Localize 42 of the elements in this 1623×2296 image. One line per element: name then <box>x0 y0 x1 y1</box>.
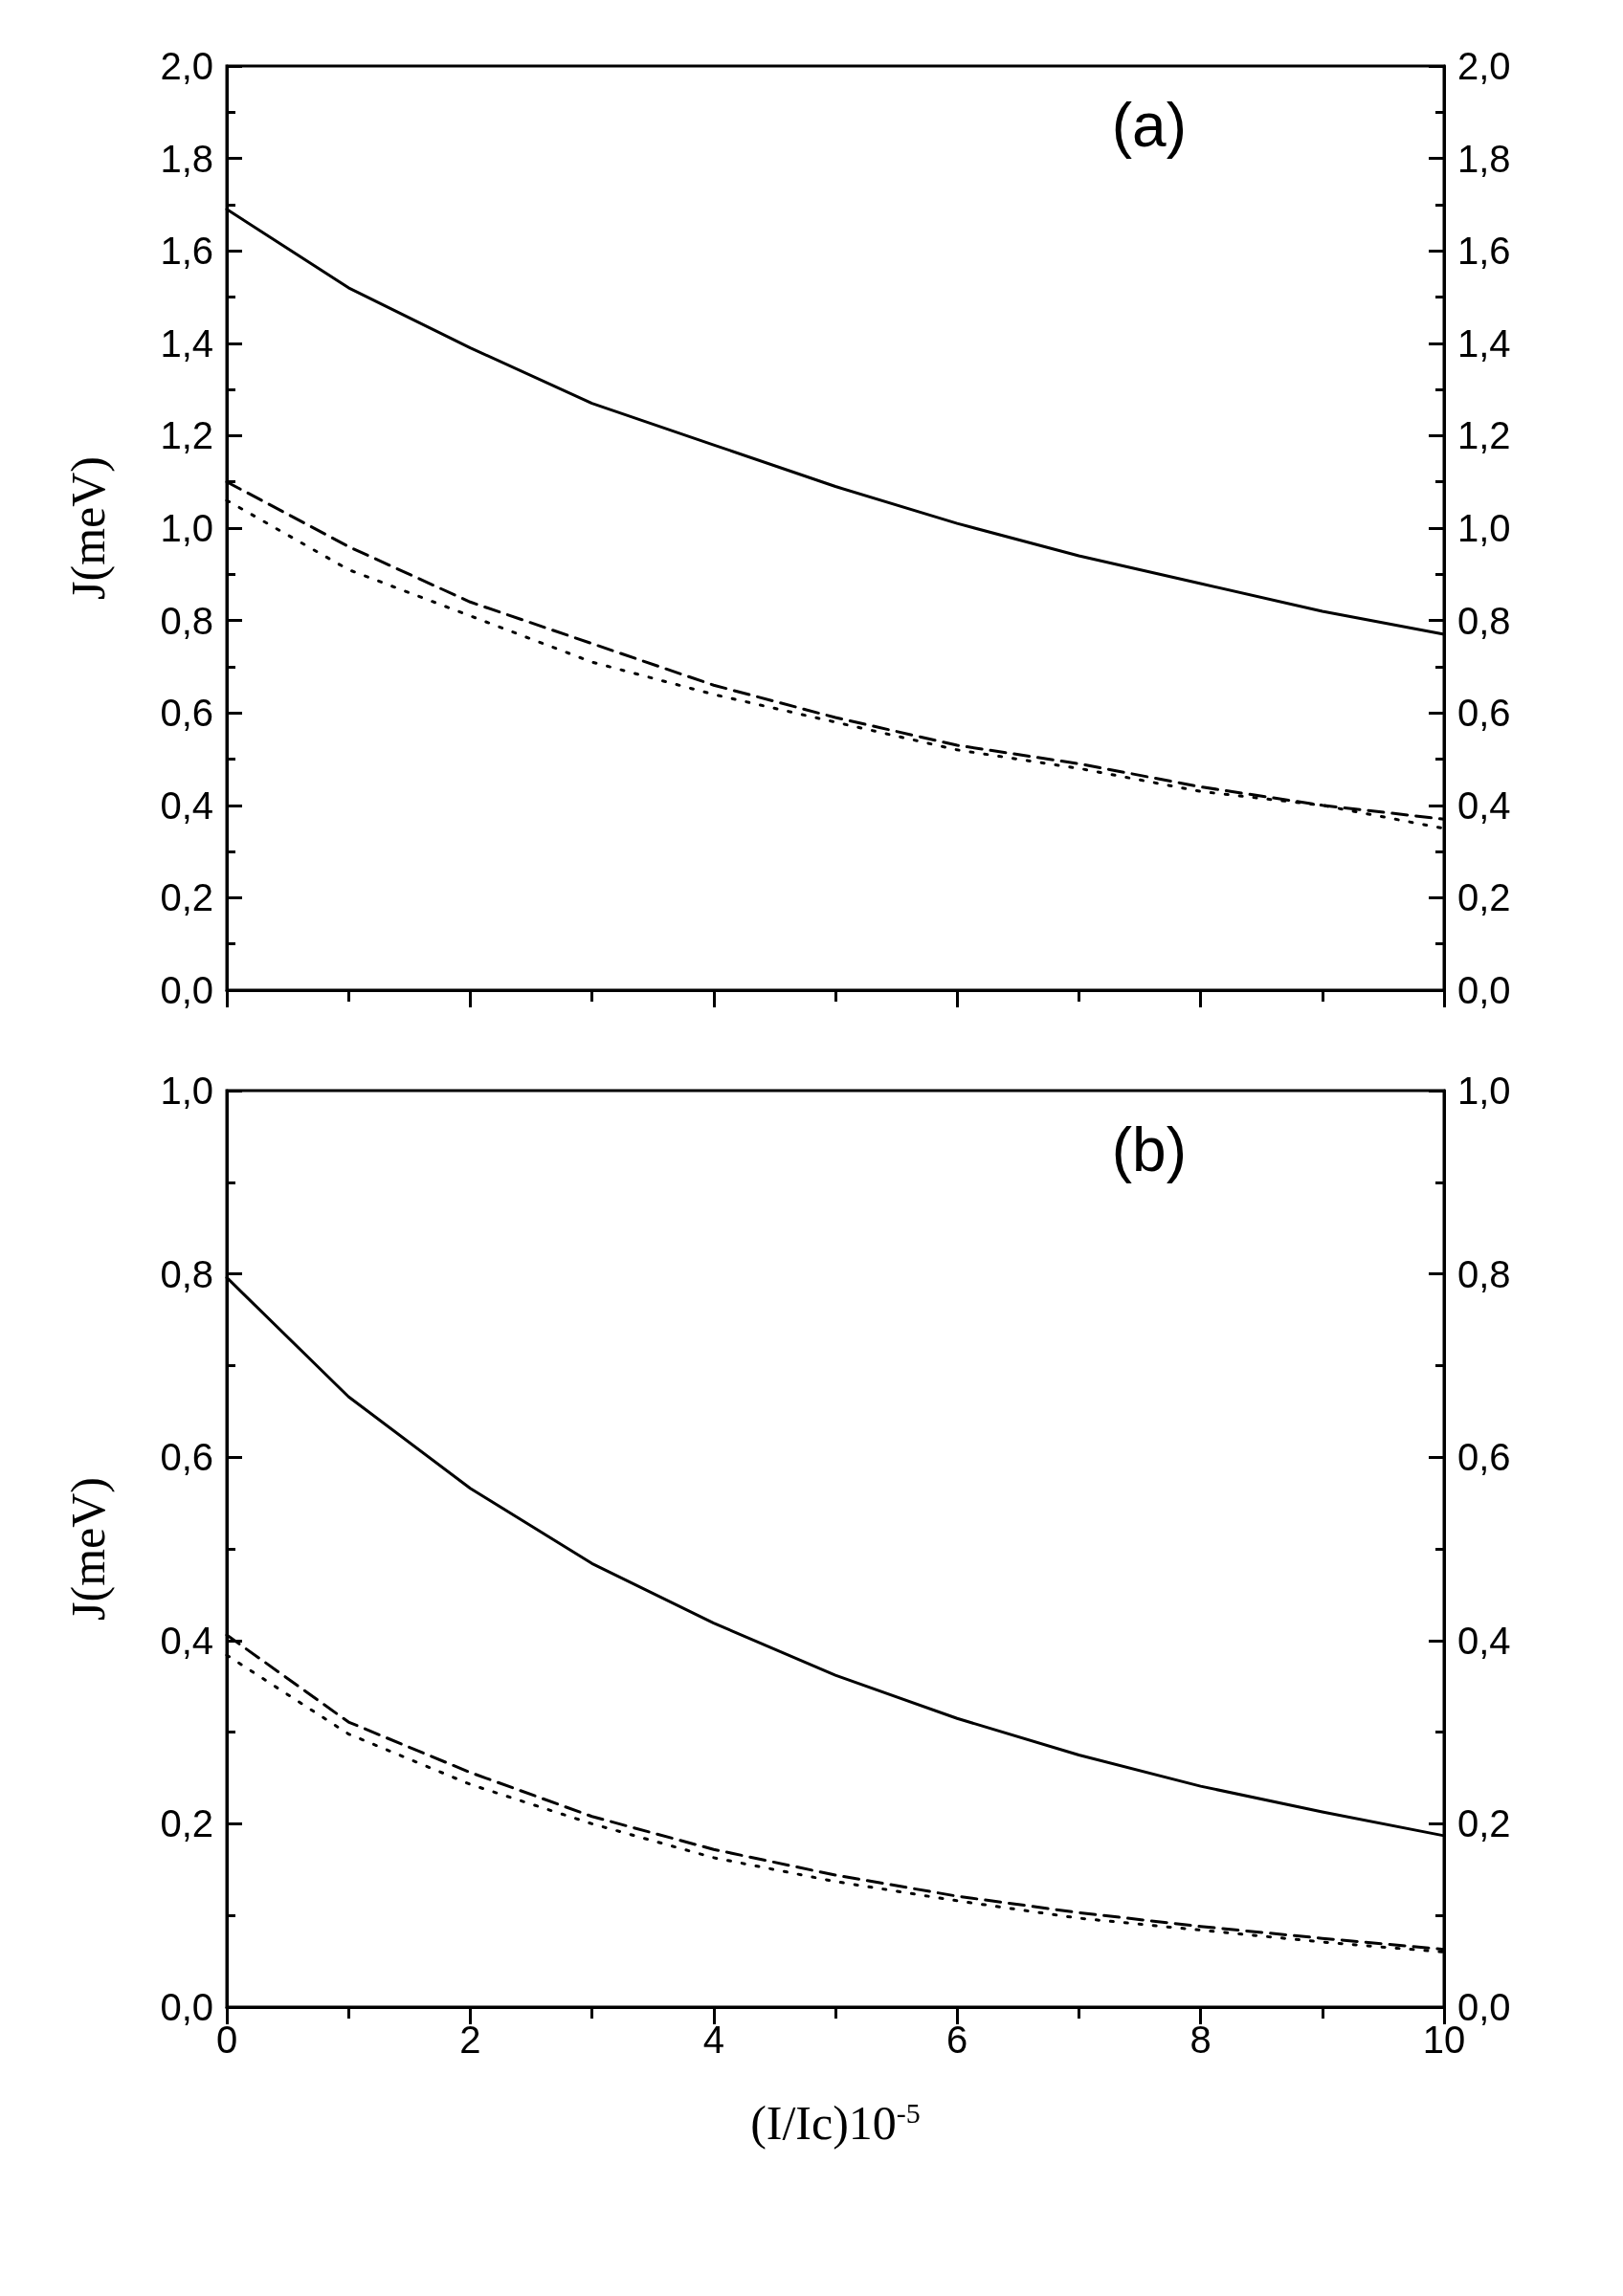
y2-tick-label: 0,4 <box>1457 1619 1511 1662</box>
annotation: (a) <box>1111 91 1187 160</box>
y-tick-label: 0,0 <box>160 1986 213 2028</box>
y-tick-label: 1,6 <box>160 230 213 273</box>
y-tick-label: 0,6 <box>160 1436 213 1479</box>
y2-tick-label: 0,8 <box>1457 599 1511 642</box>
annotation: (b) <box>1111 1115 1187 1184</box>
y-tick-label: 0,4 <box>160 784 213 827</box>
x-tick-label: 0 <box>215 2019 238 2061</box>
x-tick-label: 2 <box>459 2019 481 2061</box>
y-tick-label: 0,2 <box>160 1802 213 1845</box>
y2-tick-label: 0,6 <box>1457 1436 1511 1479</box>
y2-tick-label: 0,4 <box>1457 784 1511 827</box>
y2-tick-label: 2,0 <box>1457 45 1511 87</box>
y-tick-label: 2,0 <box>160 45 213 87</box>
y2-tick-label: 0,8 <box>1457 1252 1511 1295</box>
y-axis-title: J(meV) <box>61 1477 115 1621</box>
y-tick-label: 0,8 <box>160 599 213 642</box>
y2-tick-label: 0,2 <box>1457 1802 1511 1845</box>
y-tick-label: 0,6 <box>160 692 213 735</box>
y-tick-label: 1,4 <box>160 321 213 364</box>
y2-tick-label: 1,4 <box>1457 321 1511 364</box>
y-tick-label: 1,2 <box>160 414 213 457</box>
y-tick-label: 0,4 <box>160 1619 213 1662</box>
y2-tick-label: 0,6 <box>1457 692 1511 735</box>
y-tick-label: 0,0 <box>160 969 213 1011</box>
x-tick-label: 8 <box>1189 2019 1212 2061</box>
y-tick-label: 1,0 <box>160 507 213 549</box>
y2-tick-label: 1,8 <box>1457 137 1511 180</box>
y2-tick-label: 1,0 <box>1457 507 1511 549</box>
y-tick-label: 1,8 <box>160 137 213 180</box>
x-tick-label: 6 <box>946 2019 968 2061</box>
y2-tick-label: 1,0 <box>1457 1070 1511 1112</box>
y2-tick-label: 1,2 <box>1457 414 1511 457</box>
x-tick-label: 4 <box>702 2019 724 2061</box>
y-tick-label: 0,8 <box>160 1252 213 1295</box>
y-tick-label: 1,0 <box>160 1070 213 1112</box>
y2-tick-label: 0,0 <box>1457 969 1511 1011</box>
y-tick-label: 0,2 <box>160 876 213 919</box>
y2-tick-label: 1,6 <box>1457 230 1511 273</box>
y-axis-title: J(meV) <box>61 456 115 600</box>
y2-tick-label: 0,2 <box>1457 876 1511 919</box>
